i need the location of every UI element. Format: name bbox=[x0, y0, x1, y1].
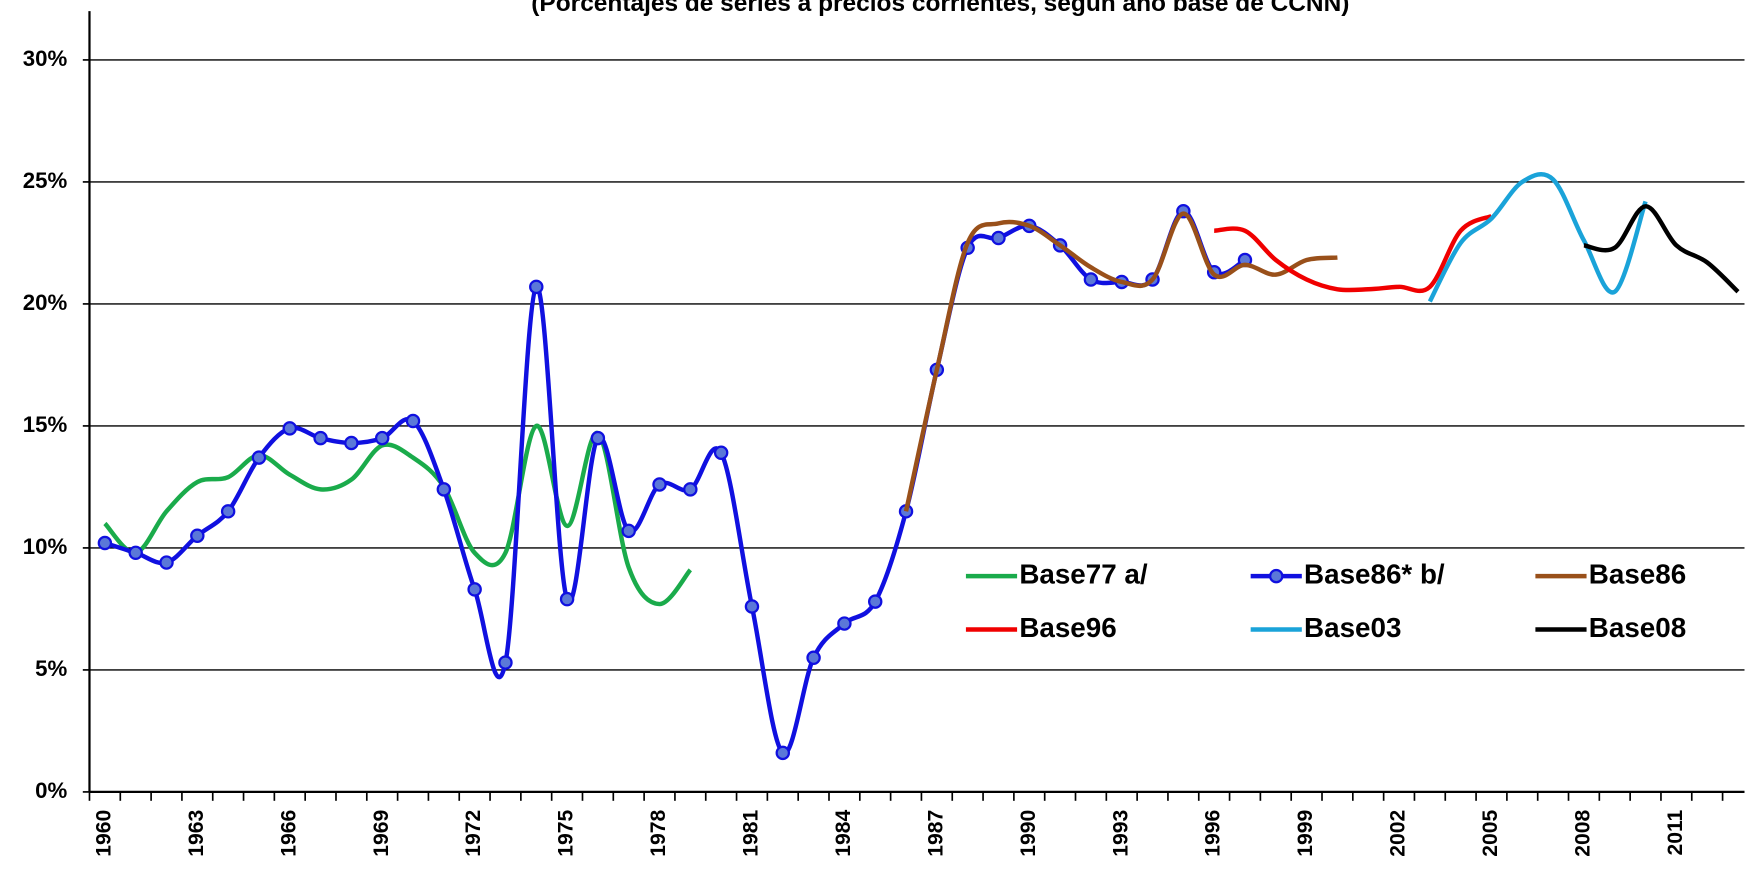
x-tick-label: 1981 bbox=[740, 809, 763, 856]
point-marker bbox=[282, 421, 297, 436]
point-marker bbox=[713, 445, 729, 460]
chart-title: (Porcentajes de series a precios corrien… bbox=[531, 0, 1349, 17]
point-marker bbox=[991, 230, 1006, 246]
point-marker bbox=[405, 413, 421, 429]
point-marker bbox=[374, 430, 390, 446]
point-marker bbox=[744, 599, 760, 614]
x-tick-label: 2008 bbox=[1572, 809, 1595, 856]
legend-label: Base08 bbox=[1589, 612, 1686, 643]
x-tick-label: 1963 bbox=[185, 810, 208, 857]
point-marker bbox=[467, 582, 482, 597]
x-tick-label: 1996 bbox=[1202, 810, 1225, 857]
point-marker bbox=[190, 528, 205, 543]
y-tick-label: 15% bbox=[23, 412, 68, 437]
point-marker bbox=[344, 435, 359, 451]
point-marker bbox=[97, 535, 113, 551]
legend-label: Base86 bbox=[1589, 558, 1686, 589]
y-tick-label: 0% bbox=[35, 778, 67, 803]
y-tick-label: 30% bbox=[23, 46, 68, 71]
point-marker bbox=[683, 482, 698, 497]
x-tick-label: 1978 bbox=[647, 809, 670, 856]
series-line bbox=[1583, 204, 1740, 294]
legend-label: Base03 bbox=[1304, 612, 1401, 643]
legend-label: Base77 a/ bbox=[1019, 558, 1148, 589]
point-marker bbox=[806, 650, 821, 665]
x-tick-label: 1966 bbox=[277, 810, 300, 857]
x-tick-label: 1993 bbox=[1109, 810, 1132, 857]
point-marker bbox=[128, 545, 143, 561]
x-tick-label: 1999 bbox=[1294, 810, 1317, 857]
x-tick-label: 1972 bbox=[462, 810, 485, 857]
point-marker bbox=[220, 504, 236, 519]
legend-label: Base86* b/ bbox=[1304, 558, 1445, 589]
x-tick-label: 1984 bbox=[832, 809, 855, 856]
point-marker bbox=[498, 655, 513, 670]
point-marker bbox=[313, 430, 328, 446]
legend-marker bbox=[1269, 568, 1284, 584]
point-marker bbox=[652, 477, 667, 492]
point-marker bbox=[529, 279, 544, 295]
series-line bbox=[1213, 213, 1493, 294]
x-tick-label: 1975 bbox=[555, 809, 578, 856]
x-tick-label: 2002 bbox=[1387, 810, 1410, 857]
x-tick-label: 1987 bbox=[924, 810, 947, 857]
series-line bbox=[103, 423, 693, 607]
point-marker bbox=[621, 523, 636, 539]
legend-label: Base96 bbox=[1019, 612, 1116, 643]
y-tick-label: 5% bbox=[35, 656, 67, 681]
point-marker bbox=[837, 616, 852, 631]
point-marker bbox=[775, 745, 791, 761]
point-marker bbox=[1083, 272, 1099, 287]
y-tick-label: 10% bbox=[23, 534, 68, 559]
point-marker bbox=[159, 555, 174, 570]
x-tick-label: 2011 bbox=[1664, 809, 1687, 855]
point-marker bbox=[867, 594, 883, 609]
y-tick-label: 20% bbox=[23, 290, 68, 315]
x-tick-label: 1969 bbox=[370, 810, 393, 857]
x-tick-label: 1990 bbox=[1017, 810, 1040, 857]
y-tick-label: 25% bbox=[23, 168, 68, 193]
series-line bbox=[903, 211, 1338, 512]
point-marker bbox=[590, 430, 606, 446]
series-line bbox=[1427, 172, 1648, 303]
point-marker bbox=[251, 450, 267, 465]
series-line bbox=[104, 208, 1247, 756]
x-tick-label: 2005 bbox=[1479, 809, 1502, 856]
point-marker bbox=[559, 591, 575, 607]
x-tick-label: 1960 bbox=[92, 810, 115, 857]
point-marker bbox=[436, 482, 452, 497]
